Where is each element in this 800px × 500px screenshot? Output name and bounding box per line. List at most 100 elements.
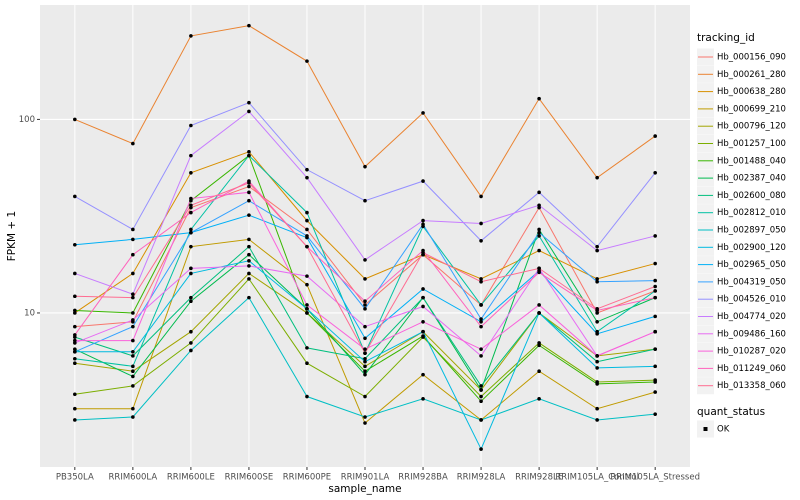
data-point [363, 351, 367, 355]
data-point [189, 170, 193, 175]
legend-label: Hb_009486_160 [717, 329, 786, 339]
data-point [73, 242, 77, 247]
data-point [305, 218, 309, 223]
data-point [653, 314, 657, 319]
legend-label: Hb_004526_010 [717, 295, 786, 305]
data-point [189, 196, 193, 201]
legend-label: Hb_000638_280 [717, 87, 786, 97]
data-point [305, 175, 309, 180]
data-point [73, 347, 77, 351]
data-point [479, 384, 483, 388]
data-point [247, 150, 251, 154]
data-point [73, 361, 77, 366]
data-point [305, 307, 309, 311]
data-point [479, 277, 483, 281]
data-point [595, 366, 599, 370]
legend-label: Hb_000156_090 [717, 53, 786, 63]
data-point [131, 364, 135, 369]
data-point [305, 274, 309, 278]
legend-title: quant_status [697, 406, 765, 418]
data-point [595, 332, 599, 336]
data-point [247, 271, 251, 276]
data-point [363, 356, 367, 361]
x-tick-label: RRIM600LA [109, 473, 158, 483]
y-tick-label: 100 [19, 115, 35, 125]
legend-label: OK [717, 425, 730, 435]
data-point [73, 324, 77, 329]
x-tick-label: RRIM105LA_Control [555, 473, 639, 483]
data-point [305, 346, 309, 350]
data-point [73, 333, 77, 337]
data-point [189, 153, 193, 158]
x-tick-label: RRIM600SE [225, 473, 274, 483]
data-point [131, 324, 135, 329]
data-point [131, 338, 135, 343]
data-point [73, 271, 77, 276]
data-point [363, 299, 367, 304]
data-point [537, 397, 541, 401]
data-point [247, 23, 251, 28]
data-point [537, 190, 541, 195]
data-point [537, 303, 541, 307]
data-point [537, 234, 541, 238]
data-point [247, 109, 251, 114]
legend-label: Hb_000261_280 [717, 70, 786, 80]
data-point [247, 198, 251, 203]
legend-label: Hb_000796_120 [717, 122, 786, 132]
data-point [363, 364, 367, 369]
data-point [595, 418, 599, 422]
legend-label: Hb_001257_100 [717, 139, 786, 149]
x-tick-label: RRIM928BA [398, 473, 448, 483]
data-point [479, 418, 483, 422]
data-point [131, 384, 135, 388]
data-point [653, 289, 657, 293]
data-point [421, 287, 425, 291]
data-point [247, 190, 251, 195]
x-tick-label: RRIM901LA [341, 473, 390, 483]
data-point [537, 203, 541, 208]
data-point [653, 295, 657, 300]
data-point [247, 153, 251, 158]
data-point [131, 292, 135, 296]
data-point [421, 304, 425, 309]
x-tick-label: RRIM928LE [515, 473, 563, 483]
legend-label: Hb_002812_010 [717, 208, 786, 218]
data-point [479, 399, 483, 404]
legend-label: Hb_010287_020 [717, 347, 786, 357]
data-point [363, 303, 367, 307]
data-point [595, 406, 599, 411]
data-point [189, 348, 193, 353]
x-tick-label: RRIM600PE [283, 473, 331, 483]
x-axis-title: sample_name [328, 483, 401, 495]
data-point [73, 117, 77, 122]
data-point [131, 295, 135, 300]
data-point [595, 311, 599, 315]
legend-label: Hb_004774_020 [717, 312, 786, 322]
data-point [305, 59, 309, 63]
data-point [73, 418, 77, 422]
legend-label: Hb_002965_050 [717, 260, 786, 270]
data-point [131, 415, 135, 419]
y-axis-title: FPKM + 1 [6, 211, 18, 261]
legend-label: Hb_004319_050 [717, 277, 786, 287]
data-point [73, 294, 77, 299]
data-point [131, 369, 135, 374]
x-tick-label: PB350LA [56, 473, 94, 483]
data-point [537, 311, 541, 315]
data-point [653, 380, 657, 384]
data-point [189, 329, 193, 334]
data-point [247, 100, 251, 105]
data-point [73, 356, 77, 361]
data-point [595, 382, 599, 386]
data-point [363, 394, 367, 399]
data-point [479, 347, 483, 351]
data-point [131, 271, 135, 276]
data-point [479, 303, 483, 307]
data-point [653, 329, 657, 334]
data-point [189, 34, 193, 38]
data-point [421, 179, 425, 183]
data-point [189, 123, 193, 128]
data-point [421, 295, 425, 300]
legend-label: Hb_002600_080 [717, 191, 786, 201]
